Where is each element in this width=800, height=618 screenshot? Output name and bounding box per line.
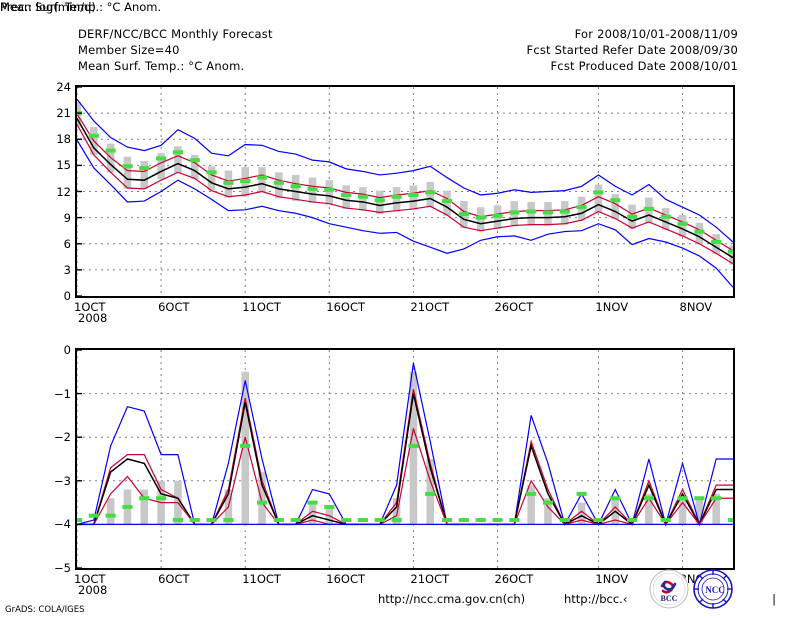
y-tick-label: 0 bbox=[63, 289, 71, 303]
precipitation-x-axis-year: 2008 bbox=[78, 583, 108, 597]
y-tick-label: 3 bbox=[63, 262, 71, 277]
x-tick-label: 6OCT bbox=[158, 572, 190, 586]
temperature-plot-area bbox=[77, 87, 733, 296]
y-tick-label: 12 bbox=[56, 184, 71, 199]
x-tick-label: 11OCT bbox=[242, 300, 281, 314]
grads-attribution: GrADS: COLA/IGES bbox=[5, 605, 85, 615]
x-tick-label: 1NOV bbox=[595, 300, 629, 314]
x-tick-label: 26OCT bbox=[494, 572, 534, 586]
bcc-logo-text: BCC bbox=[661, 594, 678, 603]
y-tick-label: 6 bbox=[63, 236, 71, 251]
temperature-chart-title: Mean Surf. Temp.: °C Anom. bbox=[0, 0, 162, 14]
x-tick-label: 1NOV bbox=[595, 572, 629, 586]
forecast-title: DERF/NCC/BCC Monthly Forecast bbox=[78, 27, 273, 41]
x-tick-label: 21OCT bbox=[410, 300, 450, 314]
x-tick-label: 1OCT bbox=[74, 572, 106, 586]
bcc-website-url[interactable]: http://bcc.‹ bbox=[564, 592, 628, 606]
y-tick-label: 0 bbox=[63, 343, 71, 357]
y-tick-label: −5 bbox=[54, 561, 71, 575]
precipitation-chart bbox=[75, 348, 735, 570]
x-tick-label: 1OCT bbox=[74, 300, 106, 314]
x-tick-label: 8NOV bbox=[679, 300, 713, 314]
member-size-label: Member Size=40 bbox=[78, 43, 180, 57]
y-tick-label: 18 bbox=[56, 132, 71, 147]
x-tick-label: 16OCT bbox=[326, 300, 366, 314]
bcc-logo-icon: BCC bbox=[649, 569, 689, 609]
forecast-start-label: Fcst Started Refer Date 2008/09/30 bbox=[526, 43, 738, 57]
x-tick-label: 16OCT bbox=[326, 572, 366, 586]
temperature-variable-label: Mean Surf. Temp.: °C Anom. bbox=[78, 59, 245, 73]
temperature-chart bbox=[75, 85, 735, 298]
y-tick-label: −1 bbox=[54, 386, 71, 401]
forecast-period-label: For 2008/10/01-2008/11/09 bbox=[574, 27, 738, 41]
right-frame-tick: | bbox=[772, 592, 776, 606]
y-tick-label: 15 bbox=[56, 158, 71, 173]
ncc-logo-text: NCC bbox=[705, 585, 725, 595]
ncc-website-url[interactable]: http://ncc.cma.gov.cn(ch) bbox=[378, 592, 526, 606]
y-tick-label: −2 bbox=[54, 430, 71, 445]
y-tick-label: −4 bbox=[54, 517, 71, 532]
precipitation-plot-area bbox=[77, 350, 733, 568]
y-tick-label: −3 bbox=[54, 473, 71, 488]
y-tick-label: 24 bbox=[56, 80, 71, 94]
ncc-logo-icon: NCC bbox=[693, 569, 733, 609]
forecast-produced-label: Fcst Produced Date 2008/10/01 bbox=[550, 59, 738, 73]
temperature-x-axis-year: 2008 bbox=[78, 311, 108, 325]
y-tick-label: 21 bbox=[56, 106, 71, 121]
x-tick-label: 26OCT bbox=[494, 300, 534, 314]
y-tick-label: 9 bbox=[63, 210, 71, 225]
x-tick-label: 6OCT bbox=[158, 300, 190, 314]
precipitation-chart-title: Prec.: log(mm/d) bbox=[0, 0, 96, 14]
x-tick-label: 21OCT bbox=[410, 572, 450, 586]
x-tick-label: 11OCT bbox=[242, 572, 281, 586]
